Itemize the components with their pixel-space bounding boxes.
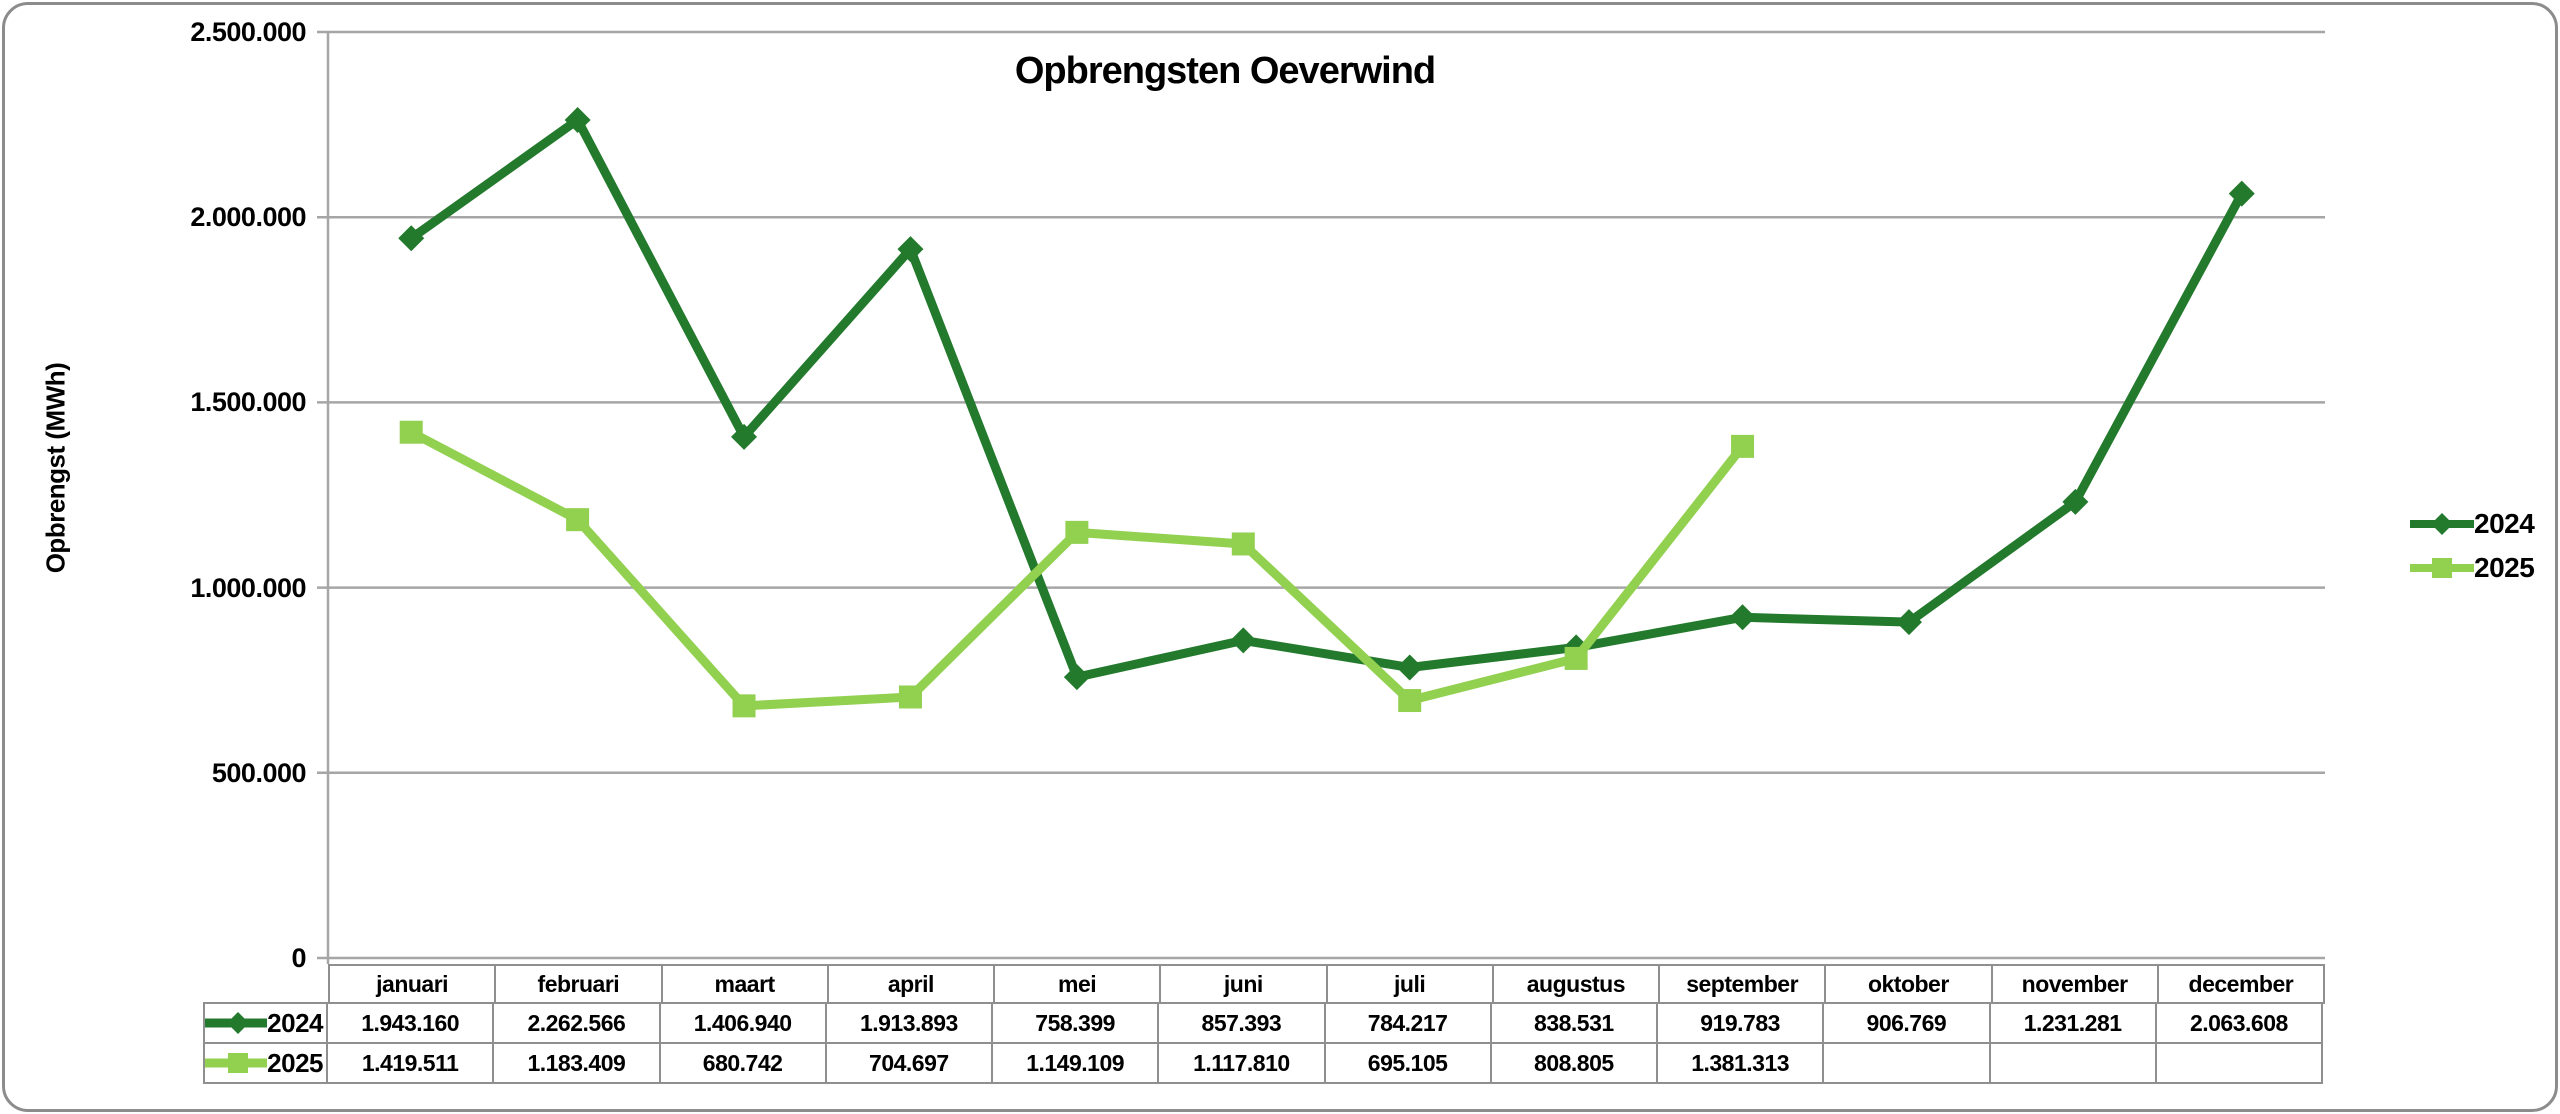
- month-header-cell: juni: [1159, 964, 1328, 1004]
- month-header-cell: mei: [993, 964, 1162, 1004]
- diamond-marker-2024: [2228, 180, 2255, 207]
- diamond-marker-2024: [1063, 664, 1090, 691]
- month-header-cell: juli: [1325, 964, 1494, 1004]
- month-header-cell: maart: [660, 964, 829, 1004]
- y-axis-tick-label: 1.000.000: [190, 572, 306, 603]
- square-marker-2025: [1731, 434, 1755, 458]
- month-header-cell: september: [1658, 964, 1827, 1004]
- series-name-label: 2024: [267, 1007, 323, 1038]
- data-table: januari februari maart april mei juni juli augu…: [203, 964, 2325, 1084]
- diamond-marker-2024: [1230, 627, 1257, 654]
- series-name-label: 2025: [267, 1047, 323, 1078]
- square-marker-2025: [732, 694, 756, 718]
- y-axis-tick-label: 2.000.000: [190, 202, 306, 233]
- value-cell: 704.697: [824, 1042, 993, 1084]
- value-cell: 1.419.511: [326, 1042, 495, 1084]
- series-line-2024: [406, 115, 2247, 682]
- month-header-cell: augustus: [1491, 964, 1660, 1004]
- diamond-marker-2024: [398, 225, 425, 252]
- chart-title: Opbrengsten Oeverwind: [1014, 50, 1436, 92]
- value-cell: 784.217: [1323, 1002, 1492, 1044]
- diamond-marker-2024: [731, 423, 758, 450]
- table-corner-spacer: [203, 964, 328, 1004]
- square-marker-2025: [399, 420, 423, 444]
- value-cell: [1822, 1042, 1991, 1084]
- value-cell: 2.063.608: [2154, 1002, 2323, 1044]
- legend-key-2024-icon: [205, 1012, 268, 1034]
- value-cell: 1.406.940: [658, 1002, 827, 1044]
- square-marker-2025: [1231, 532, 1255, 556]
- value-cell: 919.783: [1656, 1002, 1825, 1044]
- value-cell: [2154, 1042, 2323, 1084]
- value-cell: 857.393: [1157, 1002, 1326, 1044]
- y-axis-tick-label: 1.500.000: [190, 387, 306, 418]
- value-cell: [1988, 1042, 2157, 1084]
- table-row-2024: 2024 1.943.160 2.262.566 1.406.940 1.913.893…: [203, 1002, 2325, 1044]
- value-cell: 695.105: [1323, 1042, 1492, 1084]
- diamond-marker-2024: [2062, 488, 2089, 515]
- square-marker-2025: [566, 508, 590, 532]
- series-key-cell-2025: 2025: [203, 1042, 328, 1084]
- value-cell: 1.117.810: [1157, 1042, 1326, 1084]
- diamond-marker-2024: [1895, 609, 1922, 636]
- legend: 2024 2025: [2410, 508, 2535, 584]
- series-key-cell-2024: 2024: [203, 1002, 328, 1044]
- legend-entry-2024: 2024: [2410, 508, 2535, 540]
- table-header-row: januari februari maart april mei juni juli augu…: [203, 964, 2325, 1004]
- value-cell: 808.805: [1489, 1042, 1658, 1084]
- value-cell: 1.943.160: [326, 1002, 495, 1044]
- diamond-marker-2024: [897, 236, 924, 263]
- legend-key-2024-icon: [2410, 513, 2474, 535]
- value-cell: 1.149.109: [991, 1042, 1160, 1084]
- month-header-cell: oktober: [1824, 964, 1993, 1004]
- square-marker-2025: [1564, 646, 1588, 670]
- y-axis-tick-label: 2.500.000: [190, 17, 306, 47]
- value-cell: 1.183.409: [492, 1042, 661, 1084]
- square-marker-2025: [1065, 520, 1089, 544]
- month-header-cell: november: [1990, 964, 2159, 1004]
- y-axis-tick-label: 0: [291, 943, 306, 973]
- diamond-marker-2024: [564, 106, 591, 133]
- y-axis-tick-label: 500.000: [211, 757, 307, 788]
- month-header-cell: december: [2156, 964, 2325, 1004]
- value-cell: 758.399: [991, 1002, 1160, 1044]
- value-cell: 680.742: [658, 1042, 827, 1084]
- value-cell: 1.913.893: [824, 1002, 993, 1044]
- legend-entry-2025: 2025: [2410, 552, 2535, 584]
- legend-key-2025-icon: [205, 1053, 268, 1073]
- diamond-marker-2024: [1396, 654, 1423, 681]
- square-marker-2025: [1398, 689, 1422, 713]
- square-marker-2025: [898, 685, 922, 709]
- diamond-marker-2024: [1729, 604, 1756, 631]
- legend-label: 2025: [2474, 552, 2535, 583]
- value-cell: 1.381.313: [1656, 1042, 1825, 1084]
- value-cell: 838.531: [1489, 1002, 1658, 1044]
- table-row-2025: 2025 1.419.511 1.183.409 680.742 704.697 1.14…: [203, 1042, 2325, 1084]
- legend-label: 2024: [2474, 508, 2535, 539]
- month-header-cell: februari: [494, 964, 663, 1004]
- value-cell: 2.262.566: [492, 1002, 661, 1044]
- month-header-cell: april: [826, 964, 995, 1004]
- legend-key-2025-icon: [2410, 558, 2474, 578]
- value-cell: 1.231.281: [1988, 1002, 2157, 1044]
- value-cell: 906.769: [1822, 1002, 1991, 1044]
- month-header-cell: januari: [328, 964, 497, 1004]
